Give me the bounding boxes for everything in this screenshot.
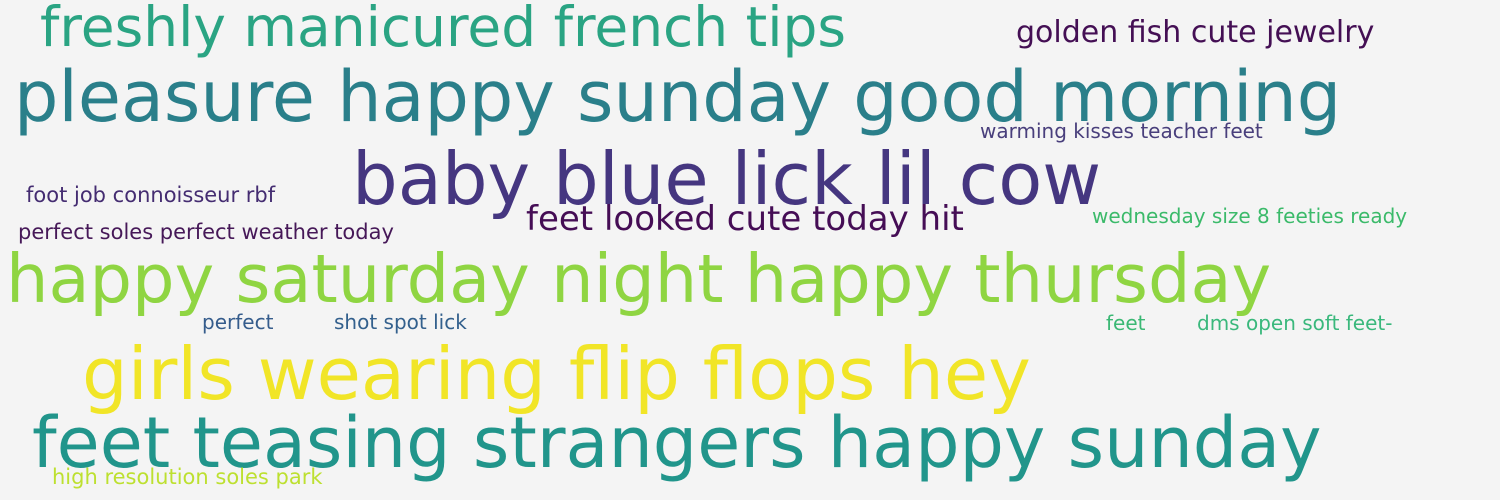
word-dms-open-soft-feet: dms open soft feet- (1197, 311, 1393, 335)
word-happy-saturday-night-happy-thursday: happy saturday night happy thursday (6, 240, 1272, 318)
word-freshly-manicured-french-tips: freshly manicured french tips (40, 0, 847, 59)
word-baby-blue-lick-lil-cow: baby blue lick lil cow (352, 137, 1102, 221)
word-warming-kisses-teacher-feet: warming kisses teacher feet (980, 119, 1263, 143)
word-feet-looked-cute-today-hit: feet looked cute today hit (526, 199, 964, 239)
word-high-resolution-soles-park: high resolution soles park (52, 465, 323, 489)
word-shot-spot-lick: shot spot lick (334, 310, 467, 334)
word-golden-fish-cute-jewelry: golden fish cute jewelry (1016, 15, 1375, 50)
word-pleasure-happy-sunday-good-morning: pleasure happy sunday good morning (14, 56, 1342, 138)
word-perfect: perfect (202, 310, 274, 334)
word-foot-job-connoisseur-rbf: foot job connoisseur rbf (26, 183, 276, 207)
word-wednesday-size-8-feeties-ready: wednesday size 8 feeties ready (1092, 204, 1408, 228)
word-feet: feet (1106, 311, 1146, 335)
word-girls-wearing-flip-flops-hey: girls wearing flip flops hey (82, 332, 1031, 416)
word-feet-teasing-strangers-happy-sunday: feet teasing strangers happy sunday (32, 402, 1322, 484)
word-perfect-soles-perfect-weather-today: perfect soles perfect weather today (18, 220, 394, 244)
